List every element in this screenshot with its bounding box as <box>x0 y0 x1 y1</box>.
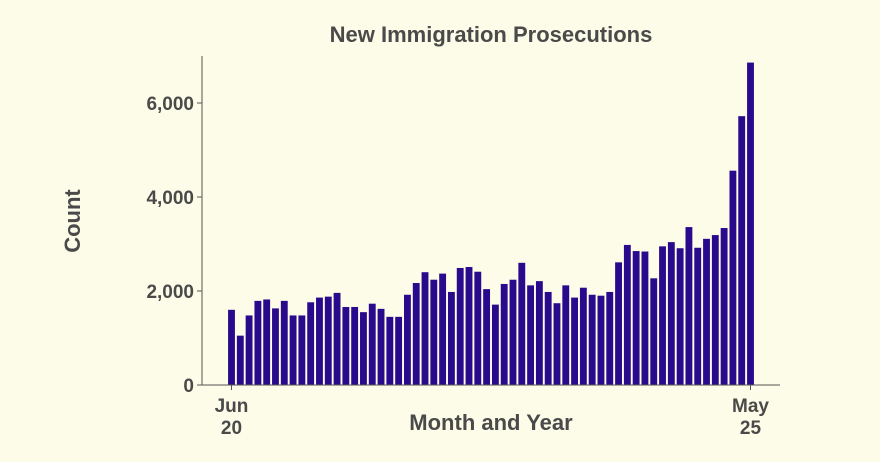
bar-sep-2024 <box>676 248 684 385</box>
x-tick-label: May <box>732 396 769 417</box>
bar-may-2025 <box>747 62 754 385</box>
bar-feb-2023 <box>509 279 517 385</box>
bar-sep-2022 <box>465 267 473 385</box>
bar-jan-2021 <box>289 315 297 385</box>
bar-jan-2022 <box>395 316 403 385</box>
x-axis-label: Month and Year <box>409 410 573 435</box>
bar-sep-2021 <box>360 312 367 385</box>
bar-aug-2021 <box>351 306 359 385</box>
bar-jul-2020 <box>236 335 244 385</box>
bar-oct-2022 <box>474 271 482 385</box>
bar-may-2022 <box>430 279 438 385</box>
bar-oct-2021 <box>368 303 376 385</box>
bar-jan-2023 <box>500 283 508 385</box>
bar-oct-2023 <box>579 287 587 385</box>
bar-sep-2023 <box>571 297 578 385</box>
y-tick-label: 2,000 <box>146 282 194 303</box>
bar-nov-2023 <box>588 294 596 385</box>
bar-feb-2022 <box>404 294 411 385</box>
bar-nov-2024 <box>694 247 702 385</box>
bar-aug-2022 <box>456 267 464 385</box>
bar-feb-2024 <box>615 262 622 385</box>
bar-jun-2024 <box>650 278 658 385</box>
y-tick-label: 6,000 <box>146 94 194 115</box>
bar-apr-2022 <box>421 272 429 385</box>
bar-dec-2020 <box>280 300 288 385</box>
bar-nov-2020 <box>272 308 279 385</box>
bar-jul-2021 <box>342 306 350 385</box>
bar-may-2023 <box>535 281 543 385</box>
bar-mar-2025 <box>729 170 737 385</box>
bar-jul-2023 <box>553 303 561 385</box>
x-tick-label: Jun <box>215 396 249 417</box>
x-tick-label-year: 20 <box>221 418 242 439</box>
bar-nov-2021 <box>377 308 385 385</box>
bar-apr-2023 <box>527 285 535 385</box>
bar-jun-2023 <box>544 291 552 385</box>
bar-apr-2021 <box>316 297 323 385</box>
bar-mar-2021 <box>307 302 315 385</box>
bar-jun-2021 <box>333 292 341 385</box>
bar-dec-2022 <box>491 304 499 385</box>
bar-mar-2022 <box>412 283 420 385</box>
bar-jul-2022 <box>447 291 455 385</box>
bar-dec-2023 <box>597 295 605 385</box>
y-axis-ticks: 0 2,000 4,000 6,000 <box>146 94 202 397</box>
plot-area <box>228 62 754 385</box>
bar-oct-2020 <box>263 299 271 385</box>
y-axis-label: Count <box>60 189 85 253</box>
y-tick-label: 0 <box>183 376 194 397</box>
bar-aug-2020 <box>245 315 253 385</box>
bar-may-2024 <box>641 251 649 385</box>
bar-jun-2020 <box>228 309 235 385</box>
bar-feb-2021 <box>298 315 306 385</box>
bar-feb-2025 <box>720 228 728 385</box>
bar-jun-2022 <box>439 273 447 385</box>
bar-dec-2021 <box>386 316 394 385</box>
bar-may-2021 <box>324 296 332 385</box>
x-tick-label-year: 25 <box>740 418 762 439</box>
bar-oct-2024 <box>685 227 693 385</box>
bar-apr-2025 <box>738 116 746 385</box>
bar-aug-2024 <box>667 242 675 385</box>
bar-jul-2024 <box>659 246 666 385</box>
bar-jan-2025 <box>711 235 719 385</box>
bar-mar-2024 <box>623 244 631 385</box>
bar-apr-2024 <box>632 251 640 385</box>
bar-nov-2022 <box>483 289 491 385</box>
bar-dec-2024 <box>703 238 710 385</box>
chart-title: New Immigration Prosecutions <box>330 22 653 47</box>
bar-mar-2023 <box>518 262 526 385</box>
bar-jan-2024 <box>606 291 614 385</box>
bar-aug-2023 <box>562 285 570 385</box>
y-tick-label: 4,000 <box>146 188 194 209</box>
bar-sep-2020 <box>254 300 262 385</box>
